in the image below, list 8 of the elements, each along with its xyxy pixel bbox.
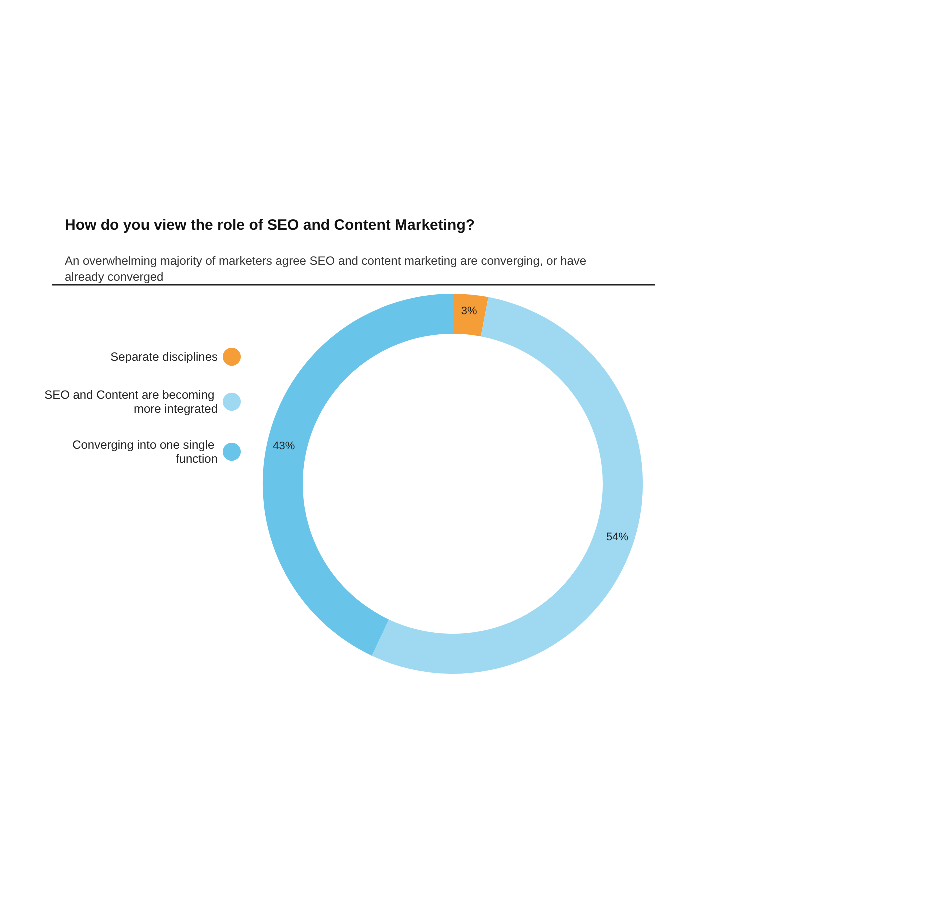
legend-label: Separate disciplines xyxy=(110,350,218,364)
data-label: 43% xyxy=(273,440,296,452)
chart-subtitle: An overwhelming majority of marketers agree SEO and content marketing are converging, or have already converged xyxy=(65,254,590,284)
chart-title: How do you view the role of SEO and Content Marketing? xyxy=(65,217,476,234)
data-label: 54% xyxy=(606,531,629,544)
data-label: 3% xyxy=(461,306,478,318)
legend-label: Converging into one single function xyxy=(72,438,218,466)
legend-label: SEO and Content are becoming more integrated xyxy=(44,388,218,416)
